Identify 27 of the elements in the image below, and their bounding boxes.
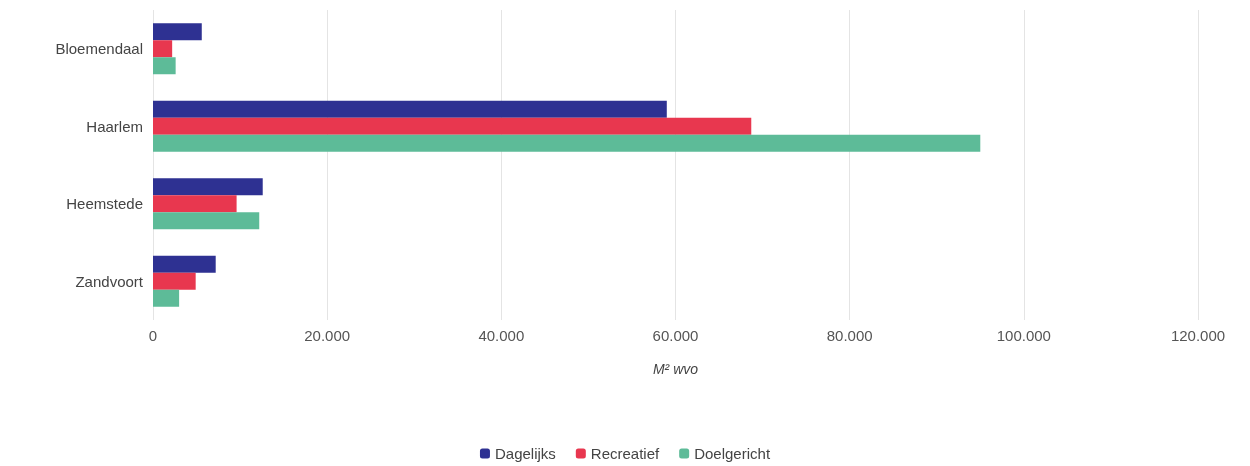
bar — [153, 195, 237, 213]
legend-label: Dagelijks — [494, 445, 556, 462]
bar — [153, 178, 263, 196]
x-axis-title: M² wvo — [652, 361, 699, 377]
bar — [153, 23, 202, 41]
x-tick-label: 20.000 — [304, 327, 351, 344]
bar — [153, 212, 260, 230]
bar — [153, 134, 981, 152]
bar — [153, 272, 196, 290]
bar — [153, 100, 667, 118]
bar — [153, 57, 176, 75]
y-tick-label: Zandvoort — [75, 272, 144, 290]
bar — [153, 289, 180, 307]
y-tick-label: Haarlem — [86, 117, 143, 135]
y-tick-label: Bloemendaal — [55, 40, 143, 58]
y-tick-label: Heemstede — [66, 195, 143, 213]
x-tick-label: 80.000 — [826, 327, 873, 344]
x-tick-label: 40.000 — [478, 327, 525, 344]
x-tick-label: 0 — [148, 327, 158, 344]
legend-label: Doelgericht — [694, 445, 771, 462]
bar — [153, 255, 216, 273]
bar — [153, 40, 173, 58]
legend-label: Recreatief — [590, 445, 661, 462]
x-tick-label: 120.000 — [1170, 327, 1226, 344]
x-tick-label: 100.000 — [996, 327, 1051, 344]
bar — [153, 117, 752, 135]
x-tick-label: 60.000 — [652, 327, 699, 344]
